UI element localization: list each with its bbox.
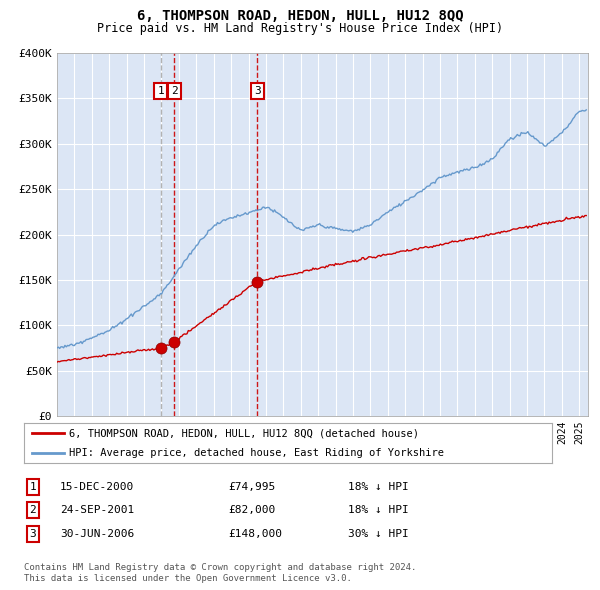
Text: 18% ↓ HPI: 18% ↓ HPI <box>348 482 409 491</box>
Text: 30% ↓ HPI: 30% ↓ HPI <box>348 529 409 539</box>
Text: 1: 1 <box>157 86 164 96</box>
Text: 6, THOMPSON ROAD, HEDON, HULL, HU12 8QQ: 6, THOMPSON ROAD, HEDON, HULL, HU12 8QQ <box>137 9 463 23</box>
Text: £82,000: £82,000 <box>228 506 275 515</box>
Text: 2: 2 <box>29 506 37 515</box>
Text: Price paid vs. HM Land Registry's House Price Index (HPI): Price paid vs. HM Land Registry's House … <box>97 22 503 35</box>
Text: Contains HM Land Registry data © Crown copyright and database right 2024.: Contains HM Land Registry data © Crown c… <box>24 563 416 572</box>
Text: 3: 3 <box>29 529 37 539</box>
Text: 30-JUN-2006: 30-JUN-2006 <box>60 529 134 539</box>
Text: £74,995: £74,995 <box>228 482 275 491</box>
Text: 1: 1 <box>29 482 37 491</box>
Text: This data is licensed under the Open Government Licence v3.0.: This data is licensed under the Open Gov… <box>24 573 352 583</box>
Text: £148,000: £148,000 <box>228 529 282 539</box>
Text: HPI: Average price, detached house, East Riding of Yorkshire: HPI: Average price, detached house, East… <box>69 448 444 458</box>
Text: 15-DEC-2000: 15-DEC-2000 <box>60 482 134 491</box>
Text: 24-SEP-2001: 24-SEP-2001 <box>60 506 134 515</box>
Text: 18% ↓ HPI: 18% ↓ HPI <box>348 506 409 515</box>
Text: 6, THOMPSON ROAD, HEDON, HULL, HU12 8QQ (detached house): 6, THOMPSON ROAD, HEDON, HULL, HU12 8QQ … <box>69 428 419 438</box>
Text: 2: 2 <box>171 86 178 96</box>
Text: 3: 3 <box>254 86 260 96</box>
